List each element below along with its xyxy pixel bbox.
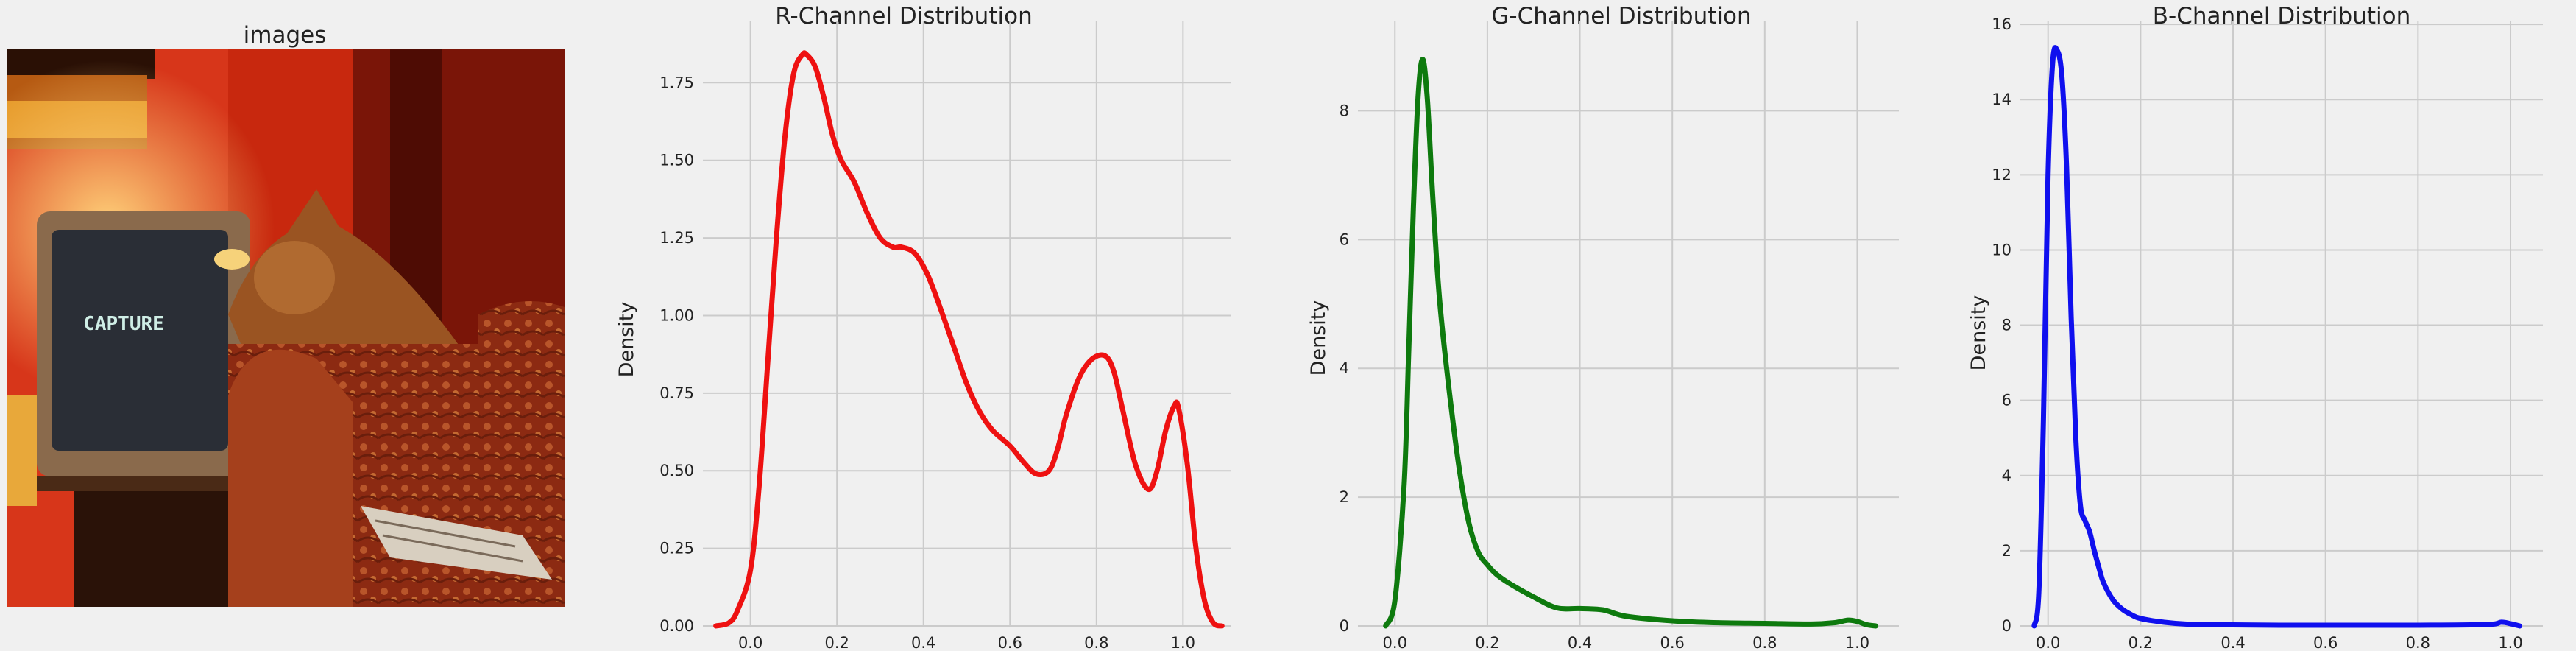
- r-x-tick-label: 0.0: [738, 634, 762, 651]
- b-x-tick-label: 0.6: [2313, 634, 2338, 651]
- b-y-tick-label: 16: [1992, 15, 2011, 33]
- image-panel-title: images: [244, 22, 327, 49]
- g-x-tick-label: 1.0: [1845, 634, 1869, 651]
- b-density-curve: [2031, 45, 2523, 629]
- r-y-tick-label: 1.00: [659, 306, 694, 324]
- b-y-tick-label: 6: [2002, 392, 2011, 409]
- g-x-tick-label: 0.0: [1383, 634, 1407, 651]
- tv-screen-text: CAPTURE: [83, 313, 164, 335]
- g-plot-area: 0 2 4 6 8 0.0 0.2 0.4 0.6 0.8 1.0: [1340, 21, 1899, 651]
- r-y-tick-label: 0.50: [659, 462, 694, 479]
- b-channel-panel: B-Channel Distribution Density 0 2 4 6 8 10 12…: [1967, 3, 2543, 651]
- b-y-tick-label: 12: [1992, 166, 2011, 183]
- b-x-tick-label: 0.0: [2036, 634, 2060, 651]
- r-y-tick-label: 1.25: [659, 229, 694, 247]
- tv-stand: [74, 491, 258, 607]
- g-x-tick-label: 0.4: [1568, 634, 1592, 651]
- r-y-tick-label: 1.75: [659, 74, 694, 91]
- g-y-tick-label: 2: [1340, 488, 1349, 506]
- r-plot-area: 0.00 0.25 0.50 0.75 1.00 1.25 1.50 1.75 0.0 0.2 0.…: [659, 21, 1231, 651]
- b-x-tick-label: 1.0: [2498, 634, 2522, 651]
- b-y-axis-label: Density: [1967, 295, 1990, 371]
- newspaper: [361, 506, 552, 580]
- b-y-tick-label: 10: [1992, 241, 2011, 258]
- r-x-tick-label: 0.6: [998, 634, 1022, 651]
- g-y-tick-label: 8: [1340, 102, 1349, 119]
- g-x-tick-label: 0.6: [1660, 634, 1684, 651]
- g-chart-title: G-Channel Distribution: [1491, 3, 1751, 29]
- r-x-tick-label: 0.2: [824, 634, 849, 651]
- cat-photo: CAPTURE: [7, 49, 565, 607]
- r-chart-title: R-Channel Distribution: [775, 3, 1032, 29]
- g-y-tick-label: 4: [1340, 359, 1349, 377]
- r-y-tick-label: 0.00: [659, 617, 694, 635]
- r-x-tick-label: 0.4: [911, 634, 935, 651]
- b-y-tick-label: 2: [2002, 542, 2011, 560]
- image-panel: images: [7, 22, 565, 607]
- g-density-curve: [1383, 56, 1879, 629]
- tv-screen: [52, 230, 228, 451]
- r-x-tick-label: 0.8: [1084, 634, 1108, 651]
- b-x-tick-label: 0.4: [2221, 634, 2245, 651]
- r-y-tick-label: 1.50: [659, 152, 694, 169]
- lamp: [7, 395, 37, 506]
- b-chart-title: B-Channel Distribution: [2153, 3, 2410, 29]
- r-channel-panel: R-Channel Distribution Density 0.000.250…: [615, 3, 1231, 651]
- g-x-tick-label: 0.2: [1475, 634, 1499, 651]
- g-x-tick-label: 0.8: [1752, 634, 1777, 651]
- b-y-tick-label: 8: [2002, 317, 2011, 334]
- r-y-tick-label: 0.75: [659, 384, 694, 402]
- r-x-tick-label: 1.0: [1171, 634, 1195, 651]
- b-y-tick-label: 0: [2002, 617, 2011, 635]
- r-y-tick-label: 0.25: [659, 540, 694, 557]
- b-x-tick-label: 0.2: [2129, 634, 2153, 651]
- r-density-curve: [713, 50, 1225, 629]
- b-x-tick-label: 0.8: [2406, 634, 2430, 651]
- b-y-tick-label: 14: [1992, 91, 2011, 108]
- g-y-tick-label: 6: [1340, 231, 1349, 248]
- g-y-axis-label: Density: [1307, 300, 1330, 376]
- b-y-tick-label: 4: [2002, 467, 2011, 485]
- g-y-tick-label: 0: [1340, 617, 1349, 635]
- b-plot-area: 0 2 4 6 8 10 12 14 16 0.0 0.2 0.4 0.6 0.8 1.0: [1992, 15, 2543, 651]
- r-y-axis-label: Density: [615, 302, 638, 378]
